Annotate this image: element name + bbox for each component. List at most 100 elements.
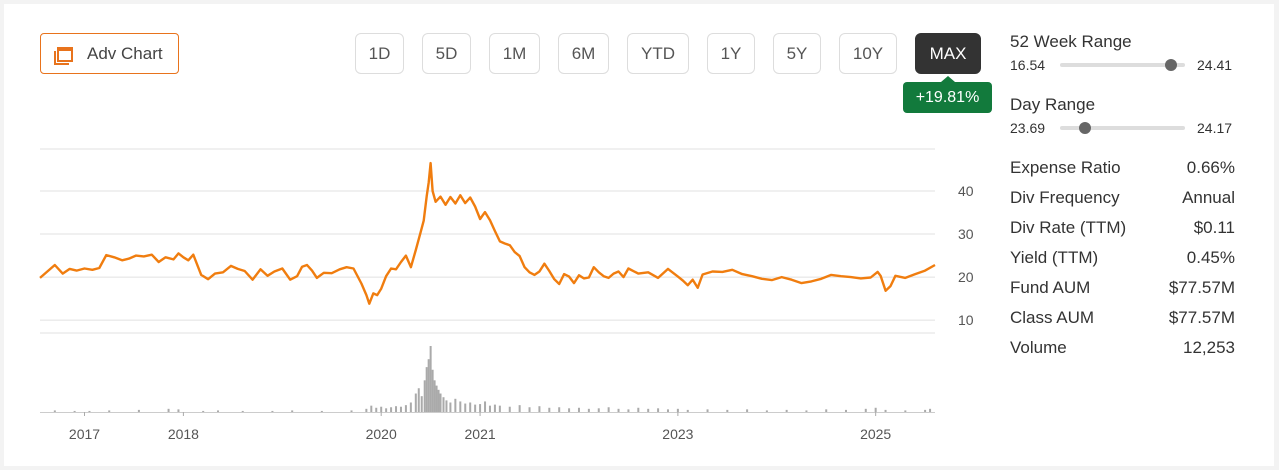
volume-bar xyxy=(137,409,140,412)
volume-bar xyxy=(587,408,590,412)
y-tick-label: 20 xyxy=(958,269,974,285)
volume-bar xyxy=(429,346,432,412)
volume-bar xyxy=(498,405,501,412)
volume-bar xyxy=(874,407,877,412)
stat-row-volume: Volume 12,253 xyxy=(1010,338,1235,362)
volume-bar xyxy=(929,408,932,412)
volume-bar xyxy=(73,410,76,412)
volume-bar xyxy=(479,404,482,412)
range-1y-button[interactable]: 1Y xyxy=(707,33,755,74)
volume-bar xyxy=(568,408,571,412)
volume-bar xyxy=(464,403,467,412)
volume-bar xyxy=(423,380,426,412)
week52-range-marker xyxy=(1165,59,1178,71)
volume-bar xyxy=(666,409,669,412)
week52-range-bar xyxy=(1060,59,1185,71)
volume-bar xyxy=(425,367,428,412)
volume-bar xyxy=(399,406,402,412)
volume-bar xyxy=(417,388,420,412)
stat-label: Fund AUM xyxy=(1010,278,1091,297)
stat-label: Class AUM xyxy=(1010,308,1095,327)
volume-bar xyxy=(370,405,373,412)
stat-value: $0.11 xyxy=(1193,218,1235,237)
range-1d-button[interactable]: 1D xyxy=(355,33,404,74)
x-tick-label: 2017 xyxy=(69,426,100,442)
volume-bar xyxy=(459,401,462,412)
stat-row-fund-aum: Fund AUM $77.57M xyxy=(1010,278,1235,302)
price-line xyxy=(39,161,936,305)
volume-bar xyxy=(538,406,541,412)
stat-value: $77.57M xyxy=(1168,278,1235,297)
volume-bar xyxy=(864,408,867,412)
stat-row-class-aum: Class AUM $77.57M xyxy=(1010,308,1235,332)
volume-bar xyxy=(291,410,294,412)
volume-bar xyxy=(53,410,56,412)
range-ytd-button[interactable]: YTD xyxy=(627,33,689,74)
range-max-button[interactable]: MAX xyxy=(915,33,981,74)
volume-bar xyxy=(488,405,491,412)
volume-bar xyxy=(657,408,660,412)
week52-low: 16.54 xyxy=(1010,57,1046,73)
stat-value: Annual xyxy=(1182,188,1235,207)
range-1m-button[interactable]: 1M xyxy=(489,33,540,74)
y-tick-label: 10 xyxy=(958,312,974,328)
day-low: 23.69 xyxy=(1010,120,1046,136)
volume-bar xyxy=(647,408,650,412)
x-tick-label: 2021 xyxy=(465,426,496,442)
volume-bar xyxy=(607,407,610,412)
volume-bar xyxy=(108,410,111,412)
stat-row-expense-ratio: Expense Ratio 0.66% xyxy=(1010,158,1235,182)
volume-bar xyxy=(518,405,521,412)
volume-bar xyxy=(439,393,442,412)
etf-overview-panel xyxy=(4,4,1274,466)
range-10y-button[interactable]: 10Y xyxy=(839,33,897,74)
range-5y-button[interactable]: 5Y xyxy=(773,33,821,74)
stat-value: $77.57M xyxy=(1168,308,1235,327)
volume-bar xyxy=(765,410,768,412)
volume-bar xyxy=(167,408,170,412)
range-6m-button[interactable]: 6M xyxy=(558,33,609,74)
stat-row-div-frequency: Div Frequency Annual xyxy=(1010,188,1235,212)
volume-bar xyxy=(435,385,438,412)
day-range-title: Day Range xyxy=(1010,95,1096,114)
price-chart: 10 20 30 40 2017 2018 2020 2021 2023 2025 xyxy=(39,148,974,442)
stat-label: Div Frequency xyxy=(1010,188,1120,207)
x-tick-label: 2025 xyxy=(860,426,891,442)
volume-bar xyxy=(433,380,436,412)
volume-bar xyxy=(558,407,561,412)
volume-bar xyxy=(385,408,388,412)
volume-bar xyxy=(427,359,430,412)
volume-bar xyxy=(442,397,445,412)
volume-bar xyxy=(548,407,551,412)
x-tick-label: 2020 xyxy=(366,426,397,442)
range-5d-button[interactable]: 5D xyxy=(422,33,471,74)
volume-bar xyxy=(617,408,620,412)
volume-bar xyxy=(320,410,323,412)
volume-bar xyxy=(437,389,440,412)
volume-bar xyxy=(676,408,679,412)
volume-bar xyxy=(469,402,472,412)
adv-chart-button[interactable]: Adv Chart xyxy=(40,33,179,74)
stat-row-div-rate: Div Rate (TTM) $0.11 xyxy=(1010,218,1235,242)
volume-bar xyxy=(627,409,630,412)
volume-bar xyxy=(271,410,274,412)
volume-bar xyxy=(217,410,220,412)
volume-bar xyxy=(409,402,412,412)
volume-bar xyxy=(380,406,383,412)
volume-bar xyxy=(484,401,487,412)
stat-value: 0.66% xyxy=(1186,158,1235,177)
stat-row-yield: Yield (TTM) 0.45% xyxy=(1010,248,1235,272)
day-high: 24.17 xyxy=(1197,120,1233,136)
volume-bar xyxy=(785,409,788,412)
day-range-bar xyxy=(1060,122,1185,134)
week52-range-title: 52 Week Range xyxy=(1010,32,1132,51)
volume-bar xyxy=(202,410,205,412)
volume-bar xyxy=(88,410,91,412)
volume-bar xyxy=(746,409,749,412)
stat-value: 12,253 xyxy=(1183,338,1235,357)
volume-bar xyxy=(474,404,477,412)
volume-bar xyxy=(365,408,368,412)
volume-bar xyxy=(924,409,927,412)
volume-bar xyxy=(825,409,828,412)
x-tick-label: 2023 xyxy=(662,426,693,442)
